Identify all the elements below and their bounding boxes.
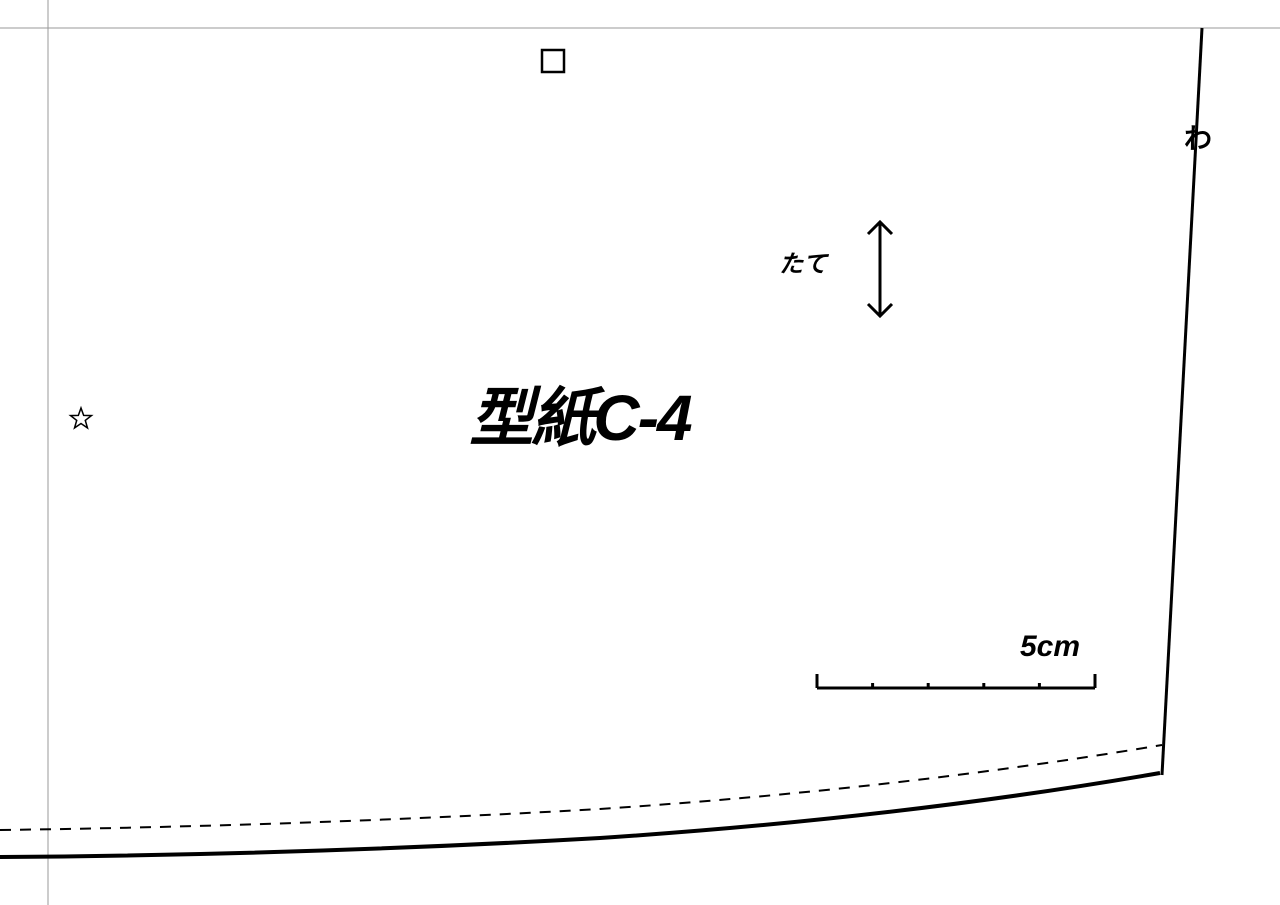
fold-label: わ: [1184, 123, 1212, 154]
grainline-label: たて: [779, 251, 830, 278]
scale-label: 5cm: [1020, 630, 1080, 663]
pattern-title: 型紙C-4: [469, 382, 692, 454]
